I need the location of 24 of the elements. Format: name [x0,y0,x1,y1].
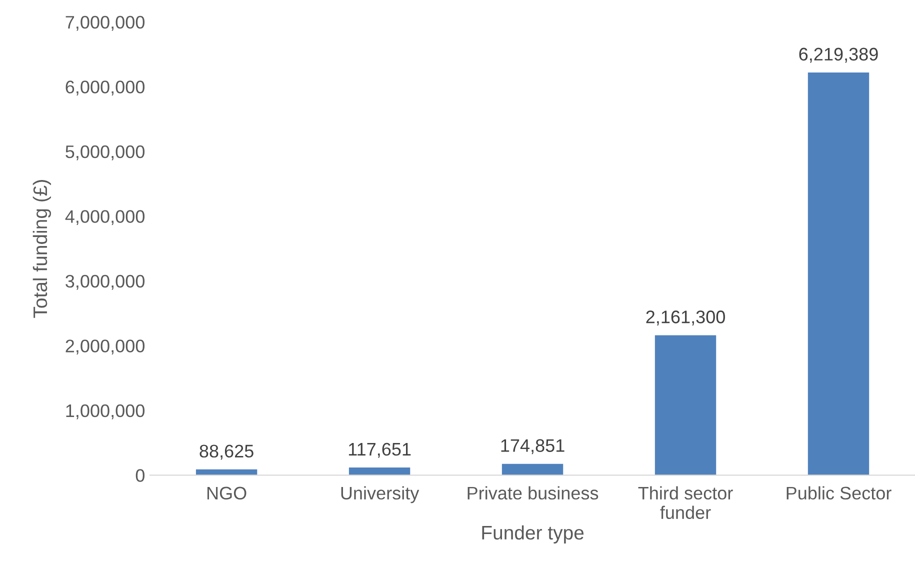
bar [348,468,410,476]
x-tick-label: NGO [207,486,246,500]
data-label: 117,651 [348,442,411,458]
y-tick-label: 1,000,000 [66,404,144,420]
y-tick-label: 4,000,000 [65,210,144,226]
x-tick-label: University [341,486,420,504]
data-label: 88,625 [200,444,254,460]
y-tick-label: 6,000,000 [66,80,144,96]
x-tick-label: Private business [468,486,598,500]
y-tick-label: 3,000,000 [66,274,144,290]
bar [654,335,716,476]
x-tick-label: Public Sector [786,486,892,500]
data-label: 174,851 [501,439,564,454]
y-tick-label: 2,000,000 [66,340,144,355]
bar [502,464,564,476]
y-axis-title: Total funding (£) [32,180,51,318]
y-tick-label: 0 [136,469,144,482]
y-tick-label: 5,000,000 [66,145,144,160]
y-tick-label: 7,000,000 [66,16,144,31]
x-axis-title: Funder type [482,525,584,544]
data-label: 6,219,389 [799,48,878,63]
data-label: 2,161,300 [646,310,725,326]
bar [808,72,870,476]
x-tick-label: Third sector funder [638,486,733,519]
